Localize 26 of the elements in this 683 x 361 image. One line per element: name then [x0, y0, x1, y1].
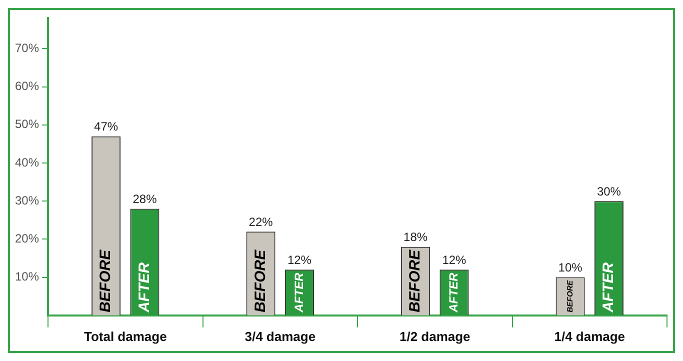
x-tick-label: 1/2 damage: [399, 328, 470, 344]
y-tick-label: 60%: [14, 79, 40, 94]
data-label: 22%: [248, 214, 274, 229]
y-tick-label: 30%: [14, 193, 40, 208]
y-tick-label: 40%: [14, 155, 40, 170]
text: AFTER: [600, 262, 618, 312]
data-label: 10%: [558, 260, 583, 275]
data-label: 12%: [287, 252, 312, 267]
data-label: 12%: [442, 252, 467, 267]
y-tick-label: 50%: [14, 117, 40, 132]
y-tick-label: 20%: [14, 232, 40, 246]
data-label: 47%: [94, 120, 118, 134]
text: AFTER: [446, 272, 461, 312]
text: BEFORE: [97, 250, 114, 312]
y-tick-label: 10%: [14, 270, 40, 284]
x-tick-label: Total damage: [84, 328, 167, 344]
data-label: 30%: [596, 184, 622, 198]
data-label: 18%: [404, 230, 428, 244]
text: BEFORE: [406, 250, 424, 312]
data-label: 28%: [132, 192, 158, 206]
x-tick-label: 1/4 damage: [554, 328, 626, 344]
x-tick-label: 3/4 damage: [244, 328, 316, 344]
y-tick-label: 70%: [14, 40, 40, 55]
text: AFTER: [136, 262, 153, 312]
series-label: AFTER: [292, 272, 306, 314]
text: BEFORE: [252, 250, 269, 312]
